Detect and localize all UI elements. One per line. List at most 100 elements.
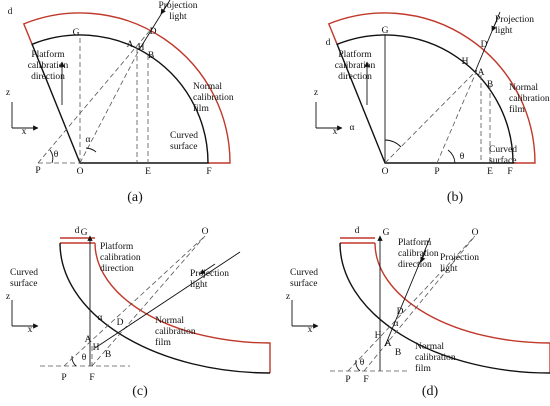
projection-ray [94,251,241,349]
label: light [440,264,458,274]
ray-arrow [199,263,216,275]
angle-arcs [355,359,361,372]
label: d [326,38,331,48]
label: H [138,43,145,53]
label: Projection [495,15,534,25]
label: E [487,167,493,177]
label: light [495,26,513,36]
label: A [127,40,134,50]
construction [330,235,476,372]
label: surface [290,278,317,289]
caption: (b) [447,190,464,205]
label: x [308,325,313,335]
label: d [8,7,13,17]
label: Curved [290,268,318,278]
label: Normal [509,83,538,93]
label: Curved [170,131,198,141]
label: B [148,51,154,61]
label: B [105,350,111,360]
label: α [98,313,103,323]
label: D [481,40,488,50]
label: A [478,68,485,78]
label: B [395,348,401,358]
caption: (c) [132,384,148,399]
construction [37,27,153,164]
label: α [350,123,355,133]
label: A [85,335,92,345]
label: z [314,88,318,98]
label: Projection [190,269,229,279]
label: film [155,337,171,348]
label: Projection [440,253,479,263]
surface [339,242,550,374]
label: G [382,26,389,36]
axes [315,102,342,128]
label: H [375,331,382,341]
label: z [286,292,290,302]
label: θ [82,353,87,363]
angle-arcs [384,139,456,164]
label: H [462,57,469,67]
film [60,242,271,373]
label: x [22,127,27,137]
label: Normal [155,316,184,326]
label: Platform [338,49,372,60]
label: calibration [509,94,550,104]
film [327,12,536,164]
label: O [472,228,479,238]
panel-c: ProjectionlightDAHBGdPlatformcalibration… [6,226,271,399]
label: direction [338,72,372,82]
ray-arrow [491,19,498,32]
label: G [81,228,88,238]
label: G [383,228,390,238]
label: d [75,226,80,236]
label: F [507,167,512,177]
label: P [345,375,350,385]
label: surface [489,155,516,166]
label: direction [31,72,65,82]
label: θ [54,150,59,160]
label: film [193,103,209,114]
label: G [73,28,80,38]
label: light [169,12,187,22]
caption: (a) [127,190,143,205]
label: θ [360,358,365,368]
label: E [145,167,151,177]
label: O [77,167,84,177]
label: O [202,227,209,237]
label: Platform [100,241,134,252]
axes [11,102,38,128]
label: P [434,167,439,177]
surface [31,34,209,164]
ray-arrow [160,5,167,15]
label: P [61,373,66,383]
label: O [382,167,389,177]
label: direction [398,260,432,270]
label: Platform [31,49,65,60]
label: z [6,292,10,302]
label: D [397,307,404,317]
label: direction [100,264,134,274]
label: Projection [158,1,197,11]
label: F [89,373,94,383]
label: surface [10,278,37,289]
label: x [333,127,338,137]
label: calibration [100,253,141,263]
axes [11,300,38,326]
panel-b: ProjectionlightDAHBGdPlatformcalibration… [314,11,550,205]
label: D [117,318,124,328]
label: P [35,166,40,176]
label: film [415,363,431,374]
label: calibration [28,61,69,71]
projection-ray [384,237,431,347]
label: A [385,339,392,349]
angle-arcs [49,147,97,164]
label: F [363,375,368,385]
ray-arrow [420,249,427,263]
label: d [355,226,360,236]
label: calibration [193,93,234,103]
axes [291,300,318,326]
label: surface [170,141,197,152]
panel-d: ProjectionlightDAHBGdPlatformcalibration… [286,226,550,399]
